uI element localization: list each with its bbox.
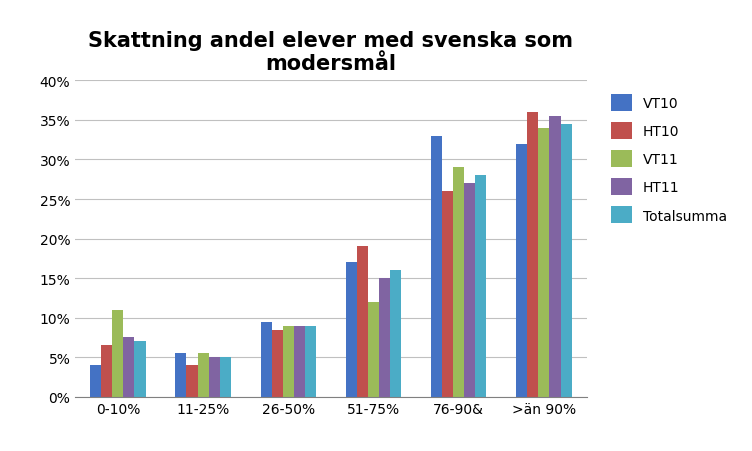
- Bar: [464, 184, 475, 397]
- Bar: [560, 124, 572, 397]
- Bar: [260, 322, 271, 397]
- Bar: [112, 310, 123, 397]
- Bar: [175, 354, 186, 397]
- Bar: [294, 326, 305, 397]
- Bar: [220, 357, 231, 397]
- Bar: [283, 326, 294, 397]
- Bar: [527, 113, 538, 397]
- Bar: [390, 271, 402, 397]
- Bar: [538, 129, 550, 397]
- Bar: [102, 345, 112, 397]
- Bar: [368, 302, 379, 397]
- Bar: [442, 192, 453, 397]
- Bar: [90, 365, 102, 397]
- Bar: [123, 338, 135, 397]
- Bar: [208, 357, 220, 397]
- Title: Skattning andel elever med svenska som
modersmål: Skattning andel elever med svenska som m…: [89, 31, 573, 74]
- Bar: [431, 136, 442, 397]
- Legend: VT10, HT10, VT11, HT11, Totalsumma: VT10, HT10, VT11, HT11, Totalsumma: [604, 88, 734, 231]
- Bar: [198, 354, 208, 397]
- Bar: [516, 144, 527, 397]
- Bar: [186, 365, 198, 397]
- Bar: [135, 342, 146, 397]
- Bar: [475, 176, 487, 397]
- Bar: [271, 330, 283, 397]
- Bar: [453, 168, 464, 397]
- Bar: [379, 279, 390, 397]
- Bar: [346, 262, 357, 397]
- Bar: [550, 117, 560, 397]
- Bar: [357, 247, 368, 397]
- Bar: [305, 326, 316, 397]
